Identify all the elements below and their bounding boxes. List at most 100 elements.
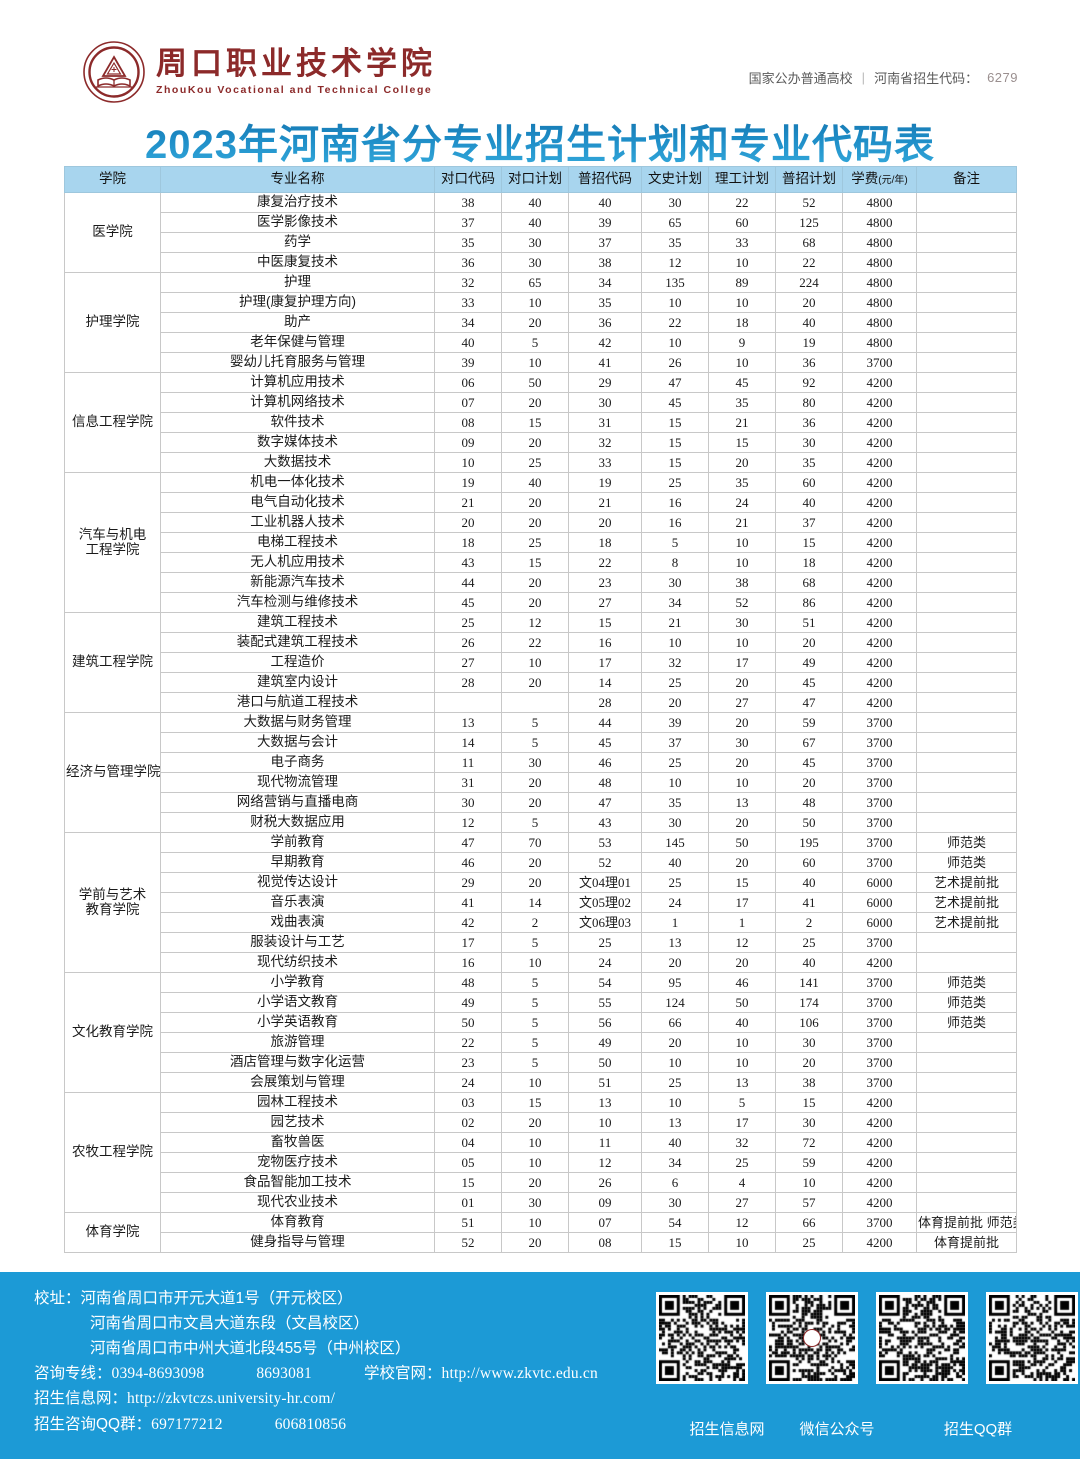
cell-fee: 4200 [842, 412, 917, 433]
admission-site-url[interactable]: http://zkvtczs.university-hr.com/ [127, 1390, 336, 1408]
cell-fee: 3700 [842, 352, 917, 373]
table-row: 学前与艺术 教育学院 学前教育 47 70 53 145 50 195 3700 师范类 [64, 832, 1017, 973]
cell-ws-plan: 32 [641, 652, 709, 673]
cell-note [916, 1032, 1017, 1053]
cell-dk-code: 17 [434, 932, 502, 953]
cell-pz-plan: 30 [775, 432, 843, 453]
cell-pz-plan: 40 [775, 312, 843, 333]
table-row: 建筑工程学院 建筑工程技术 25 12 15 21 30 51 4200 [64, 612, 1017, 713]
table-row: 畜牧兽医 04 10 11 40 32 72 4200 [65, 1132, 1017, 1153]
cell-note [916, 572, 1017, 593]
cell-pz-plan: 174 [775, 992, 843, 1013]
table-row: 小学语文教育 49 5 55 124 50 174 3700 师范类 [65, 992, 1017, 1013]
cell-pz-plan: 45 [775, 752, 843, 773]
cell-dk-code: 41 [434, 892, 502, 913]
cell-lg-plan: 10 [708, 1032, 776, 1053]
col-fee-unit: (元/年) [878, 175, 908, 187]
cell-fee: 4800 [842, 292, 917, 313]
cell-dk-code: 46 [434, 852, 502, 873]
cell-pz-plan: 45 [775, 672, 843, 693]
cell-ws-plan: 145 [641, 832, 709, 853]
cell-lg-plan: 13 [708, 792, 776, 813]
cell-ws-plan: 26 [641, 352, 709, 373]
cell-lg-plan: 10 [708, 252, 776, 273]
col-college: 学院 [64, 166, 161, 193]
table-row: 医学院 康复治疗技术 38 40 40 30 22 52 4800 [64, 192, 1017, 273]
cell-lg-plan: 17 [708, 652, 776, 673]
cell-note [916, 632, 1017, 653]
qr-qq-group-1[interactable] [874, 1292, 970, 1384]
cell-major: 旅游管理 [160, 1032, 435, 1053]
cell-dk-plan: 10 [501, 292, 569, 313]
cell-ws-plan: 40 [641, 852, 709, 873]
cell-dk-plan: 70 [501, 832, 569, 853]
cell-major: 音乐表演 [160, 892, 435, 913]
cell-dk-plan: 25 [501, 452, 569, 473]
cell-ws-plan: 25 [641, 472, 709, 493]
qr-qq-group-2[interactable] [984, 1292, 1080, 1384]
cell-dk-code: 22 [434, 1032, 502, 1053]
cell-ws-plan: 30 [641, 1192, 709, 1213]
cell-note [916, 212, 1017, 233]
qr-admission-site[interactable] [654, 1292, 750, 1384]
cell-ws-plan: 20 [641, 692, 709, 713]
cell-fee: 4200 [842, 1192, 917, 1213]
cell-pz-code: 45 [568, 732, 642, 753]
cell-lg-plan: 38 [708, 572, 776, 593]
cell-pz-code: 07 [568, 1212, 642, 1233]
cell-dk-code: 24 [434, 1072, 502, 1093]
cell-dk-code: 50 [434, 1012, 502, 1033]
cell-dk-plan: 40 [501, 472, 569, 493]
cell-major: 工业机器人技术 [160, 512, 435, 533]
qr-wechat[interactable] [764, 1292, 860, 1384]
cell-dk-plan: 50 [501, 372, 569, 393]
cell-fee: 3700 [842, 972, 917, 993]
cell-fee: 4200 [842, 392, 917, 413]
cell-dk-plan: 30 [501, 232, 569, 253]
cell-ws-plan: 54 [641, 1212, 709, 1233]
cell-note [916, 772, 1017, 793]
col-ws-plan: 文史计划 [641, 166, 709, 193]
website-url[interactable]: http://www.zkvtc.edu.cn [441, 1365, 598, 1383]
table-row: 农牧工程学院 园林工程技术 03 15 13 10 5 15 4200 [64, 1092, 1017, 1213]
cell-pz-plan: 36 [775, 412, 843, 433]
cell-pz-plan: 40 [775, 952, 843, 973]
table-row: 无人机应用技术 43 15 22 8 10 18 4200 [65, 552, 1017, 573]
hotline-line: 咨询专线：0394-8693098 8693081 学校官网：http://www.… [34, 1361, 636, 1386]
table-row: 中医康复技术 36 30 38 12 10 22 4800 [65, 252, 1017, 273]
cell-pz-code: 28 [568, 692, 642, 713]
cell-lg-plan: 27 [708, 692, 776, 713]
cell-major: 园艺技术 [160, 1112, 435, 1133]
cell-ws-plan: 65 [641, 212, 709, 233]
cell-fee: 3700 [842, 1032, 917, 1053]
cell-fee: 6000 [842, 912, 917, 933]
cell-note [916, 512, 1017, 533]
cell-fee: 4200 [842, 1112, 917, 1133]
cell-note: 艺术提前批 [916, 892, 1017, 913]
cell-ws-plan: 25 [641, 872, 709, 893]
cell-major: 大数据与会计 [160, 732, 435, 753]
table-row: 工业机器人技术 20 20 20 16 21 37 4200 [65, 512, 1017, 533]
cell-lg-plan: 35 [708, 472, 776, 493]
cell-pz-plan: 22 [775, 252, 843, 273]
cell-note [916, 492, 1017, 513]
cell-fee: 6000 [842, 892, 917, 913]
cell-pz-code: 文06理03 [568, 912, 642, 933]
table-row: 旅游管理 22 5 49 20 10 30 3700 [65, 1032, 1017, 1053]
cell-fee: 3700 [842, 812, 917, 833]
cell-dk-code: 26 [434, 632, 502, 653]
cell-pz-plan: 40 [775, 872, 843, 893]
hotline-number-1: 0394-8693098 [111, 1365, 205, 1383]
admission-site-line: 招生信息网：http://zkvtczs.university-hr.com/ [34, 1386, 636, 1411]
cell-major: 财税大数据应用 [160, 812, 435, 833]
cell-note [916, 732, 1017, 753]
cell-dk-code: 25 [434, 612, 502, 633]
website-label: 学校官网： [363, 1365, 442, 1383]
cell-dk-plan: 30 [501, 1192, 569, 1213]
cell-fee: 4200 [842, 432, 917, 453]
cell-pz-code: 42 [568, 332, 642, 353]
title-section: 2023年河南省分专业招生计划和专业代码表 [0, 112, 1080, 167]
cell-dk-code: 05 [434, 1152, 502, 1173]
cell-ws-plan: 12 [641, 252, 709, 273]
cell-pz-plan: 30 [775, 1112, 843, 1133]
